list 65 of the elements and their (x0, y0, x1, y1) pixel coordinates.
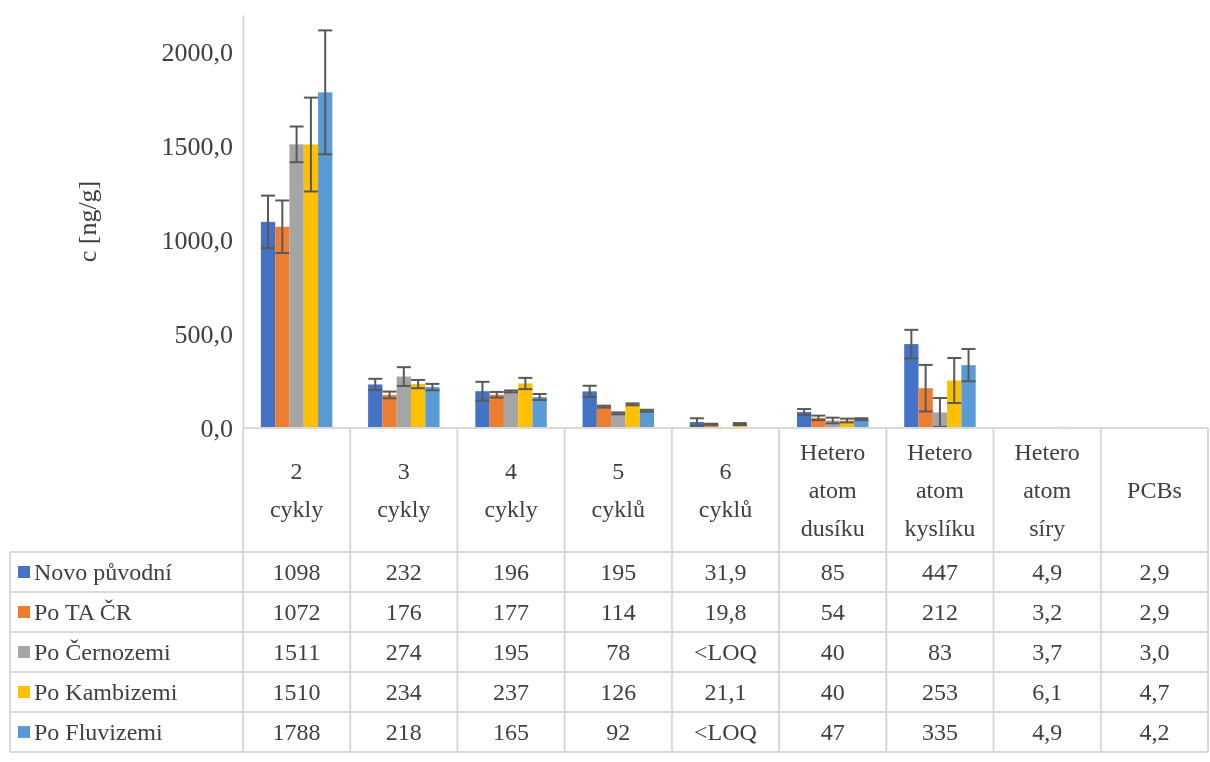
data-label: 195 (600, 559, 637, 586)
data-label: 114 (600, 599, 636, 626)
text: <LOQ (694, 719, 757, 746)
data-label: 126 (600, 679, 637, 706)
x-tick-label: 5 cyklů (591, 458, 645, 523)
x-tick-label: 4 cykly (484, 458, 538, 523)
legend-label: Po Černozemi (34, 639, 171, 666)
legend-label: Po Fluvizemi (34, 719, 163, 746)
data-label: 85 (820, 559, 845, 586)
data-label: 78 (606, 639, 631, 666)
data-label: 4,7 (1139, 679, 1170, 706)
data-label: 2,9 (1139, 599, 1170, 626)
data-label: 253 (921, 679, 958, 706)
y-tick-label: 2000,0 (161, 38, 233, 68)
x-tick-label: 2 cykly (269, 458, 324, 523)
data-label: 54 (820, 599, 845, 626)
x-tick-label: 6 cyklů (698, 458, 753, 523)
data-label: 1511 (273, 639, 321, 666)
y-tick-label: 1000,0 (161, 226, 233, 256)
data-label: 237 (493, 679, 530, 706)
data-label: 218 (385, 719, 422, 746)
data-label: 447 (921, 559, 958, 586)
data-label: 19,8 (704, 599, 747, 626)
data-label: 335 (921, 719, 958, 746)
data-label: 40 (820, 639, 845, 666)
y-tick-label: 0,0 (200, 413, 233, 443)
data-label: 3,0 (1139, 639, 1170, 666)
x-tick-label: Hetero atom síry (1014, 439, 1080, 542)
data-label: 4,9 (1032, 719, 1063, 746)
data-label: 195 (493, 639, 530, 666)
data-label: 165 (493, 719, 530, 746)
data-label: 31,9 (704, 559, 747, 586)
data-label: 176 (385, 599, 422, 626)
data-label: 232 (385, 559, 422, 586)
data-label: 47 (820, 719, 845, 746)
data-label: 4,2 (1139, 719, 1170, 746)
legend-label: Novo původní (34, 559, 173, 586)
y-axis-title: c [ng/g] (73, 180, 102, 263)
data-label: 1510 (272, 679, 321, 706)
y-tick-label: 500,0 (174, 319, 233, 349)
data-label: 212 (921, 599, 958, 626)
data-label: 21,1 (704, 679, 747, 706)
data-label: 2,9 (1139, 559, 1170, 586)
legend-label: Po TA ČR (34, 599, 132, 626)
data-label: 92 (606, 719, 631, 746)
text: <LOQ (694, 639, 757, 666)
data-label: 234 (385, 679, 422, 706)
data-label: 83 (927, 639, 952, 666)
y-tick-label: 1500,0 (161, 132, 233, 162)
data-label: 4,9 (1032, 559, 1063, 586)
data-label: 274 (385, 639, 422, 666)
legend-label: Po Kambizemi (34, 679, 178, 706)
data-label: 1072 (272, 599, 321, 626)
data-label: 177 (493, 599, 530, 626)
x-tick-label: PCBs (1127, 477, 1182, 504)
data-label: 3,7 (1032, 639, 1063, 666)
x-tick-label: Hetero atom dusíku (800, 439, 866, 542)
data-label: 3,2 (1032, 599, 1063, 626)
x-tick-label: Hetero atom kyslíku (904, 439, 976, 542)
data-label: 196 (493, 559, 530, 586)
data-label: 1788 (272, 719, 321, 746)
data-label: 40 (820, 679, 845, 706)
x-tick-label: 3 cykly (377, 458, 431, 523)
data-label: 1098 (272, 559, 321, 586)
data-label: 6,1 (1032, 679, 1063, 706)
